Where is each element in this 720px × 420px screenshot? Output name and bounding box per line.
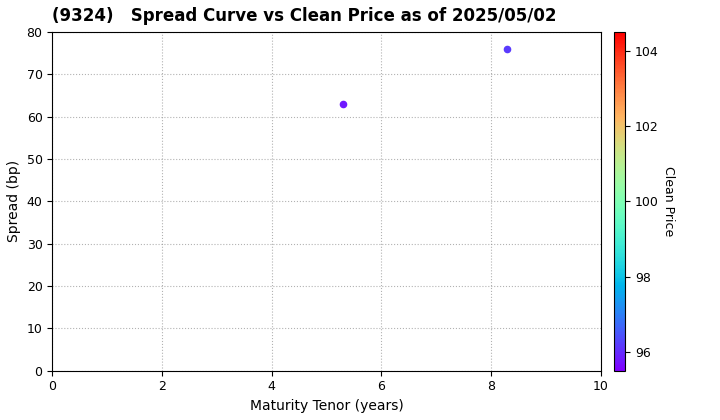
- Y-axis label: Spread (bp): Spread (bp): [7, 160, 21, 242]
- Point: [502, 46, 513, 52]
- Y-axis label: Clean Price: Clean Price: [662, 166, 675, 236]
- X-axis label: Maturity Tenor (years): Maturity Tenor (years): [250, 399, 403, 413]
- Point: [337, 101, 348, 108]
- Text: (9324)   Spread Curve vs Clean Price as of 2025/05/02: (9324) Spread Curve vs Clean Price as of…: [53, 7, 557, 25]
